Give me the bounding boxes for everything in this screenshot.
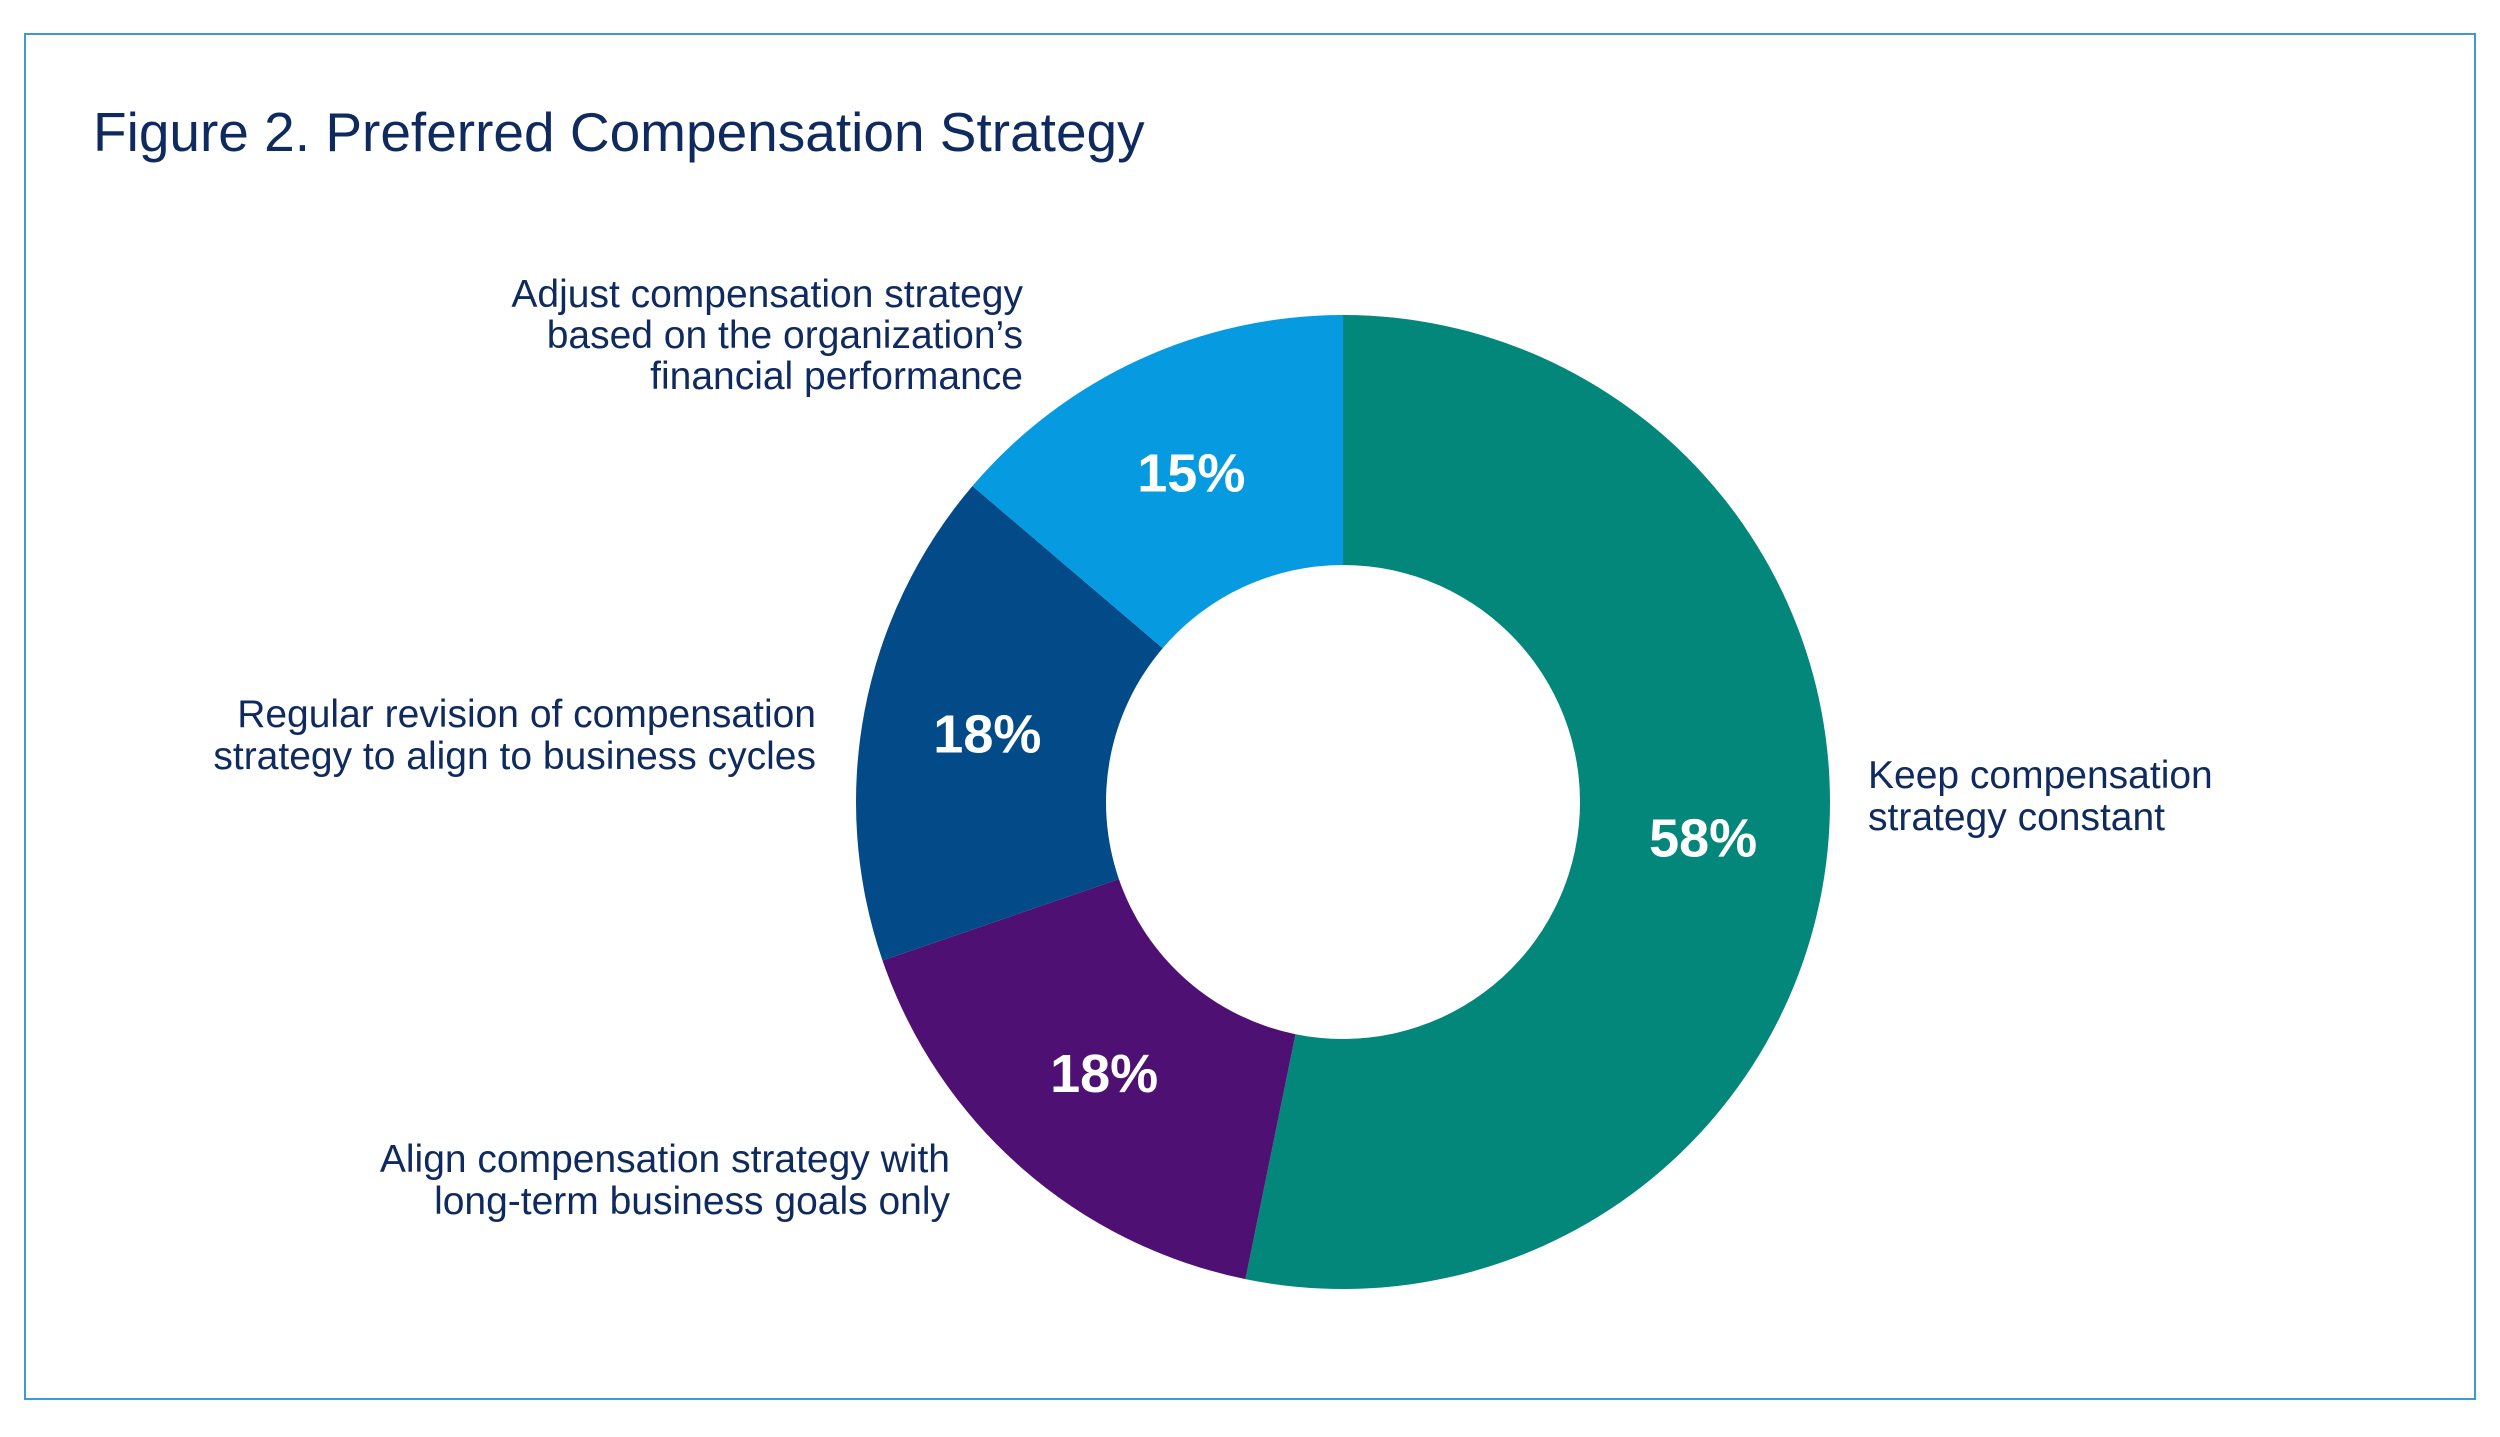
category-label-line: Adjust compensation strategy <box>511 273 1023 316</box>
category-label-line: Align compensation strategy with <box>380 1138 950 1181</box>
slice-category-label-4: Adjust compensation strategy based on the… <box>511 273 1023 398</box>
category-label-line: Keep compensation <box>1868 754 2213 797</box>
slice-category-label-1: Keep compensation strategy constant <box>1868 754 2213 839</box>
category-label-line: financial performance <box>650 355 1023 398</box>
donut-slice-3 <box>856 485 1163 961</box>
slice-category-label-2: Align compensation strategy with long-ter… <box>380 1138 951 1223</box>
donut-slice-1 <box>1245 315 1830 1289</box>
slice-value-label-1: 58% <box>1649 808 1757 868</box>
chart-title: Figure 2. Preferred Compensation Strateg… <box>93 101 1145 163</box>
category-label-line: strategy constant <box>1868 796 2165 839</box>
slice-value-label-4: 15% <box>1137 443 1245 503</box>
category-label-line: based on the organization’s <box>547 314 1023 357</box>
donut-slice-2 <box>882 879 1296 1280</box>
slice-category-label-3: Regular revision of compensation strategy… <box>213 693 816 778</box>
slice-category-labels: Keep compensation strategy constant Align … <box>213 273 2212 1223</box>
category-label-line: Regular revision of compensation <box>237 693 816 736</box>
slice-value-labels: 58% 18% 18% 15% <box>933 443 1757 1104</box>
slice-value-label-3: 18% <box>933 705 1041 765</box>
category-label-line: long-term business goals only <box>434 1180 950 1223</box>
slice-value-label-2: 18% <box>1050 1044 1158 1104</box>
figure-frame <box>24 33 2476 1400</box>
donut-slice-4 <box>972 315 1343 649</box>
category-label-line: strategy to align to business cycles <box>213 735 816 778</box>
donut-slices <box>856 315 1830 1289</box>
